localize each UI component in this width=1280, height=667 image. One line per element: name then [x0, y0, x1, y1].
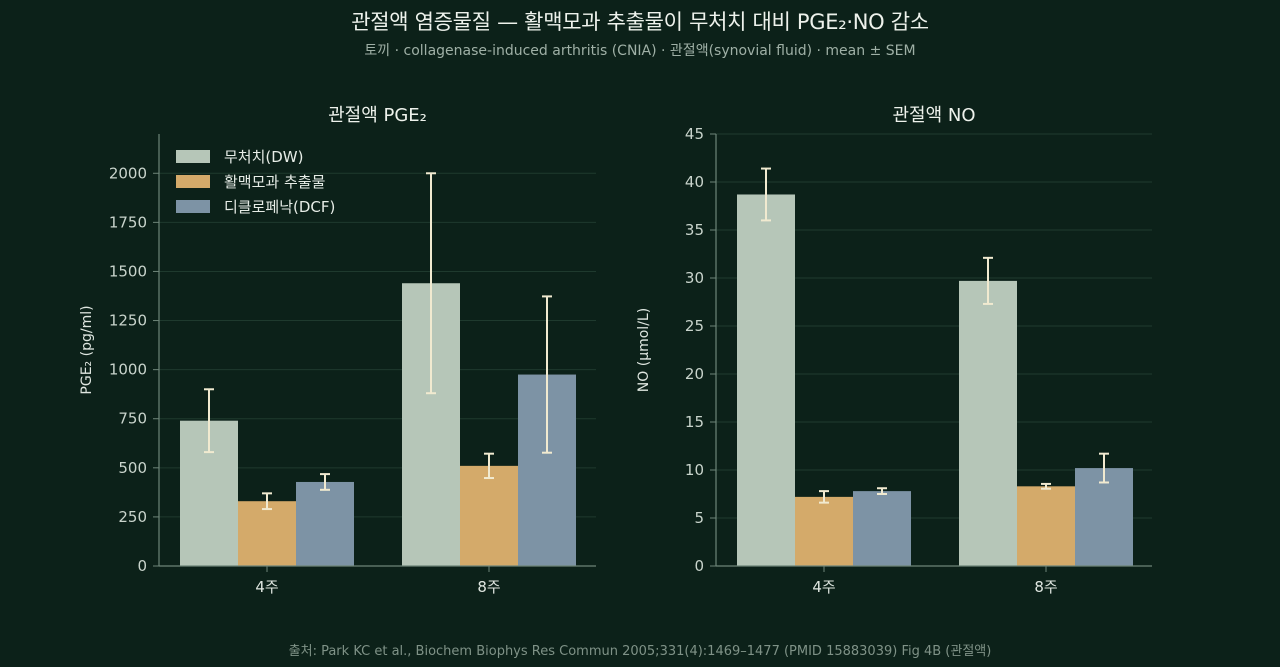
- legend-label: 무처치(DW): [224, 148, 304, 166]
- panel1-bar: [296, 481, 354, 566]
- panel1-ytick-label: 1250: [109, 312, 147, 330]
- panel2-ytick-label: 15: [685, 413, 704, 431]
- panel2-ytick-label: 30: [685, 269, 704, 287]
- panel1-bar: [460, 465, 518, 566]
- panel2-ytick-label: 25: [685, 317, 704, 335]
- panel2-bar: [853, 491, 911, 566]
- panel2-bar: [1075, 468, 1133, 566]
- legend-label: 활맥모과 추출물: [224, 173, 325, 191]
- panel2-title: 관절액 NO: [892, 105, 975, 126]
- legend-swatch: [176, 175, 210, 188]
- legend-label: 디클로페낙(DCF): [224, 198, 335, 216]
- panel2-ytick-label: 5: [694, 509, 704, 527]
- chart-subtitle: 토끼 · collagenase-induced arthritis (CNIA…: [364, 43, 916, 59]
- panel2-bar: [1017, 486, 1075, 566]
- panel2-ytick-label: 40: [685, 173, 704, 191]
- panel1-ytick-label: 500: [118, 459, 147, 477]
- panel2-xtick-label: 4주: [812, 578, 835, 596]
- legend-swatch: [176, 200, 210, 213]
- panel2-bar: [959, 280, 1017, 566]
- panel1-title: 관절액 PGE₂: [328, 105, 427, 126]
- panel1-bar: [238, 501, 296, 566]
- panel1-xtick-label: 4주: [255, 578, 278, 596]
- panel2-ytick-label: 45: [685, 125, 704, 143]
- panel2-ytick-label: 10: [685, 461, 704, 479]
- panel1-ytick-label: 1750: [109, 213, 147, 231]
- panel1-ytick-label: 1000: [109, 361, 147, 379]
- panel1-ytick-label: 750: [118, 410, 147, 428]
- panel1-ytick-label: 2000: [109, 164, 147, 182]
- panel2-ytick-label: 0: [694, 557, 704, 575]
- panel1-ylabel: PGE₂ (pg/ml): [79, 305, 95, 394]
- source-note: 출처: Park KC et al., Biochem Biophys Res …: [288, 644, 992, 659]
- legend-swatch: [176, 150, 210, 163]
- panel1-ytick-label: 0: [137, 557, 147, 575]
- panel1-ytick-label: 250: [118, 508, 147, 526]
- panel1-ytick-label: 1500: [109, 262, 147, 280]
- panel2-bar: [795, 496, 853, 566]
- panel2-ytick-label: 20: [685, 365, 704, 383]
- panel2-bar: [737, 194, 795, 567]
- chart-title: 관절액 염증물질 — 활맥모과 추출물이 무처치 대비 PGE₂·NO 감소: [351, 10, 929, 34]
- panel1-xtick-label: 8주: [477, 578, 500, 596]
- panel2-ytick-label: 35: [685, 221, 704, 239]
- panel2-ylabel: NO (μmol/L): [636, 308, 652, 392]
- panel2-xtick-label: 8주: [1034, 578, 1057, 596]
